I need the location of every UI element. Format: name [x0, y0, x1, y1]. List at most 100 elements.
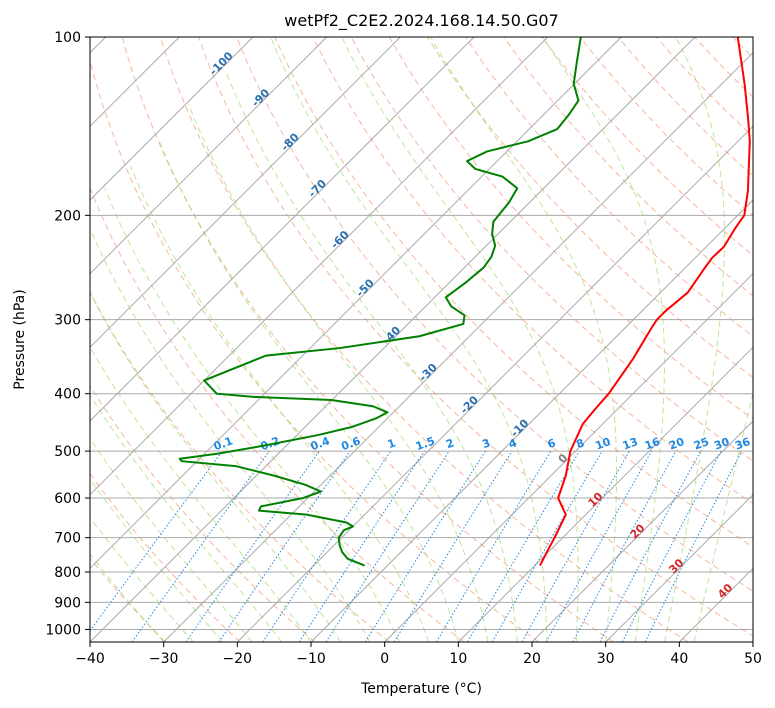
mixing-ratio-label: 0.6	[340, 434, 363, 453]
mixing-ratio-label: 10	[594, 435, 613, 453]
mixing-ratio-label: 6	[546, 436, 558, 451]
chart-title: wetPf2_C2E2.2024.168.14.50.G07	[284, 11, 558, 31]
moist-adiabat	[90, 516, 194, 642]
mixing-ratio-label: 20	[667, 435, 686, 453]
mixing-ratio-label: 0.4	[309, 434, 332, 453]
mixing-ratio-line	[435, 450, 552, 642]
isotherm-line	[90, 37, 622, 570]
mixing-ratio-line	[545, 450, 653, 642]
x-tick-label: 50	[744, 651, 762, 667]
x-tick-label: −40	[75, 651, 105, 667]
mixing-ratio-line	[621, 450, 722, 642]
moist-adiabat	[90, 345, 312, 642]
isotherm-line	[90, 37, 254, 201]
isotherm-line	[163, 51, 753, 642]
mixing-ratio-label: 25	[692, 435, 711, 452]
y-tick-label: 100	[54, 30, 81, 46]
moist-adiabat	[693, 390, 753, 642]
x-axis-label: Temperature (°C)	[360, 681, 482, 697]
mixing-ratio-label: 16	[643, 435, 662, 453]
dry-adiabat	[90, 59, 540, 642]
x-tick-label: 20	[523, 651, 541, 667]
isotherm-line	[90, 37, 549, 496]
y-axis-label: Pressure (hPa)	[12, 289, 28, 389]
dewpoint-profile-line	[178, 37, 582, 567]
dry-adiabat	[90, 291, 390, 642]
isotherm-line	[384, 272, 753, 642]
mixing-ratio-line	[364, 450, 486, 642]
x-tick-label: −10	[296, 651, 326, 667]
y-tick-label: 500	[54, 444, 81, 460]
moist-adiabat	[664, 37, 726, 642]
y-tick-label: 200	[54, 208, 81, 224]
moist-adiabat	[90, 553, 165, 642]
dry-adiabat	[159, 37, 689, 642]
y-tick-label: 300	[54, 313, 81, 329]
mixing-ratio-line	[325, 450, 450, 642]
dry-adiabat	[388, 37, 753, 420]
moist-adiabat	[90, 478, 223, 642]
mixing-ratio-label: 30	[712, 435, 731, 453]
moist-adiabat	[104, 188, 400, 642]
dry-adiabat	[236, 37, 753, 592]
moist-adiabat	[90, 394, 282, 642]
moist-adiabat	[129, 165, 430, 642]
moist-adiabat	[430, 37, 618, 642]
moist-adiabat	[341, 37, 579, 642]
y-tick-label: 1000	[45, 622, 81, 638]
mixing-ratio-label: 3	[480, 436, 492, 451]
mixing-ratio-line	[599, 450, 701, 642]
moist-adiabat	[90, 437, 253, 642]
y-tick-label: 900	[54, 595, 81, 611]
mixing-ratio-line	[131, 450, 270, 642]
moist-adiabat	[90, 291, 341, 642]
isotherm-line	[310, 199, 753, 642]
isotherm-line	[531, 420, 753, 642]
x-tick-label: 40	[670, 651, 688, 667]
plot-area: 0.1 0.2 0.4 0.6 1 1.5 2 3 4 6 8 10 13 16 20 25 30 36-100-…	[90, 37, 753, 642]
dry-adiabat	[274, 37, 753, 548]
mixing-ratio-line	[218, 450, 351, 642]
x-tick-label: 0	[380, 651, 389, 667]
mixing-ratio-line	[298, 450, 425, 642]
mixing-ratio-label: 0.1	[212, 434, 235, 453]
dry-adiabat	[465, 37, 753, 337]
mixing-ratio-label: 13	[621, 435, 640, 452]
isotherm-line	[90, 37, 328, 275]
mixing-ratio-label: 36	[733, 435, 752, 453]
mixing-ratio-line	[572, 450, 677, 642]
mixing-ratio-label: 8	[574, 436, 586, 451]
dry-adiabat	[503, 37, 753, 297]
mixing-ratio-line	[521, 450, 630, 642]
mixing-ratio-label: 1	[386, 436, 398, 451]
y-tick-label: 700	[54, 531, 81, 547]
isotherm-line	[605, 493, 753, 642]
axes: −40 −30 −20 −10 0 10 20 30 40 5010020030040050060…	[45, 30, 762, 667]
mixing-ratio-line	[393, 450, 513, 642]
dry-adiabat	[90, 384, 316, 642]
y-tick-label: 800	[54, 565, 81, 581]
mixing-ratio-line	[644, 450, 743, 642]
dry-adiabat	[90, 186, 465, 642]
isotherm-line	[457, 346, 753, 642]
dry-adiabat	[426, 37, 753, 378]
mixing-ratio-line	[262, 450, 392, 642]
mixing-ratio-label: 4	[507, 436, 519, 451]
mixing-ratio-line	[185, 450, 320, 642]
x-tick-label: 10	[449, 651, 467, 667]
moist-adiabat	[225, 72, 518, 642]
mixing-ratio-line	[90, 450, 223, 632]
moist-adiabat	[542, 37, 665, 642]
moist-adiabat	[90, 227, 371, 642]
plot-frame	[89, 36, 754, 643]
moist-adiabat	[188, 104, 489, 642]
x-tick-label: −30	[149, 651, 179, 667]
dry-adiabat	[121, 37, 614, 642]
temperature-profile-line	[539, 37, 751, 566]
isotherm-line	[90, 37, 475, 422]
x-tick-label: −20	[223, 651, 253, 667]
moist-adiabat	[270, 37, 548, 642]
dry-adiabat	[350, 37, 753, 462]
